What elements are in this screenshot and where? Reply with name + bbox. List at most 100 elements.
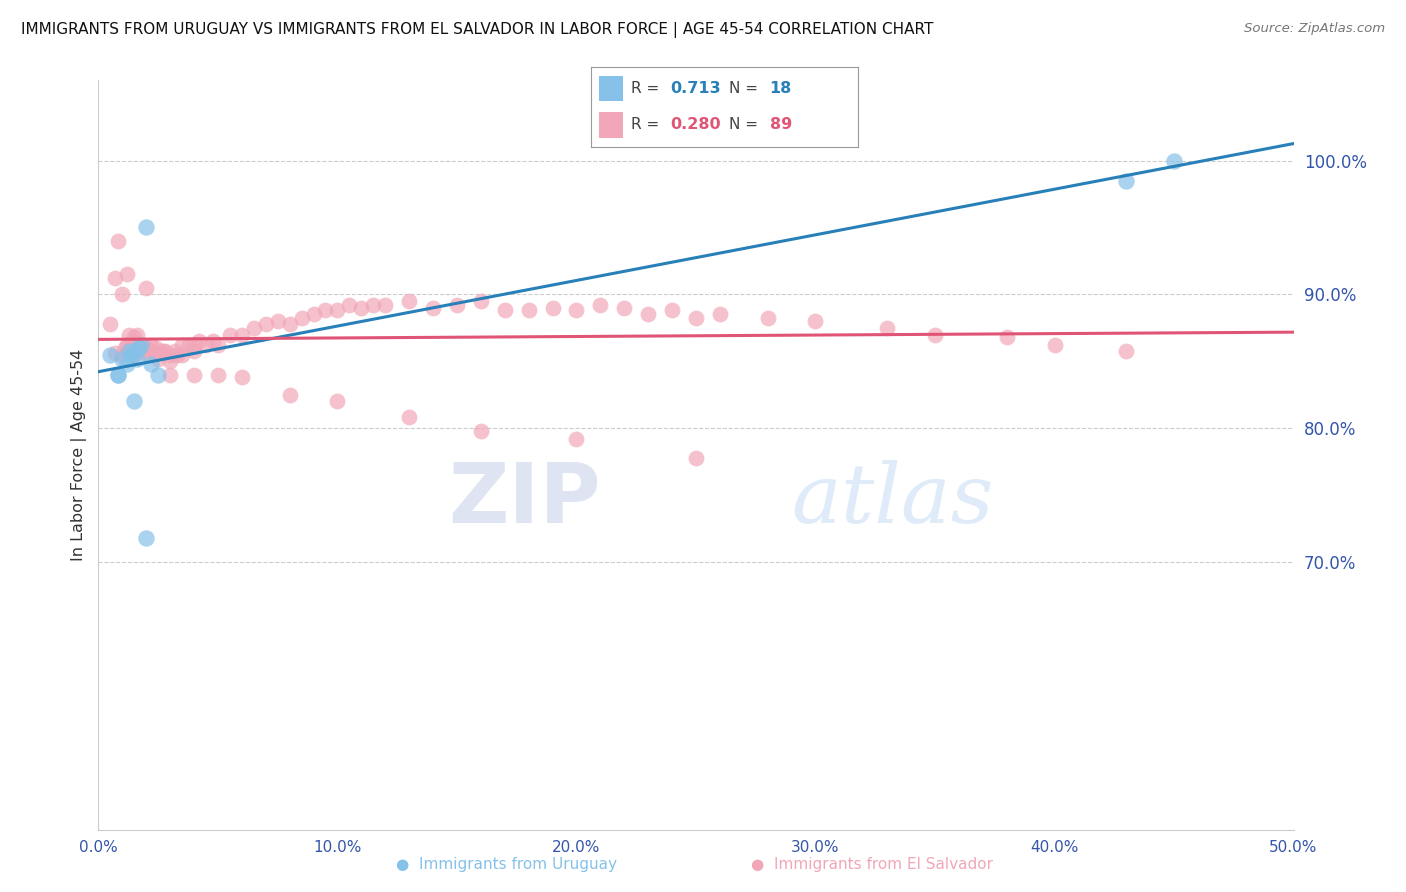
Point — [124, 343, 146, 358]
Point — [115, 268, 138, 282]
Point — [326, 303, 349, 318]
Point — [637, 307, 659, 321]
Point — [125, 343, 148, 358]
Point — [121, 338, 143, 352]
Point — [541, 301, 564, 315]
Point — [326, 394, 349, 409]
Point — [135, 346, 157, 360]
Point — [565, 303, 588, 318]
Point — [125, 327, 148, 342]
Point — [155, 343, 177, 358]
Text: N =: N = — [730, 117, 758, 132]
Point — [661, 303, 683, 318]
Point — [589, 298, 612, 312]
Point — [135, 341, 157, 355]
Point — [159, 354, 181, 368]
Point — [132, 338, 155, 352]
Text: ●  Immigrants from El Salvador: ● Immigrants from El Salvador — [751, 857, 993, 872]
Text: R =: R = — [630, 117, 659, 132]
Point — [876, 321, 898, 335]
Point — [1115, 173, 1137, 188]
Point — [107, 368, 129, 382]
Point — [135, 280, 157, 294]
Point — [398, 294, 420, 309]
Point — [118, 327, 141, 342]
Point — [124, 330, 146, 344]
Point — [166, 348, 188, 362]
Point — [98, 317, 122, 331]
Text: atlas: atlas — [792, 460, 994, 540]
Point — [494, 303, 516, 318]
Point — [398, 410, 420, 425]
Point — [685, 311, 707, 326]
Point — [107, 234, 129, 248]
Point — [924, 327, 946, 342]
Point — [302, 307, 325, 321]
Point — [163, 343, 186, 358]
Text: Source: ZipAtlas.com: Source: ZipAtlas.com — [1244, 22, 1385, 36]
Point — [121, 348, 143, 362]
Point — [135, 220, 157, 235]
Point — [124, 394, 146, 409]
Y-axis label: In Labor Force | Age 45-54: In Labor Force | Age 45-54 — [72, 349, 87, 561]
Point — [183, 343, 205, 358]
Point — [104, 346, 127, 360]
Point — [195, 338, 218, 352]
Text: 0.280: 0.280 — [671, 117, 721, 132]
Text: R =: R = — [630, 81, 659, 96]
Point — [128, 341, 150, 355]
Text: 89: 89 — [769, 117, 792, 132]
Point — [804, 314, 827, 328]
Point — [124, 348, 146, 362]
Point — [1043, 338, 1066, 352]
Point — [139, 338, 162, 352]
Point — [183, 338, 205, 352]
Point — [756, 311, 779, 326]
Point — [172, 338, 194, 352]
Point — [114, 341, 136, 355]
Point — [422, 301, 444, 315]
Point — [104, 271, 127, 285]
Point — [709, 307, 731, 321]
Point — [111, 348, 134, 362]
Point — [315, 303, 337, 318]
Point — [231, 327, 253, 342]
Point — [1115, 343, 1137, 358]
Point — [278, 317, 301, 331]
Point — [243, 321, 266, 335]
Point — [183, 368, 205, 382]
Point — [159, 348, 181, 362]
Point — [339, 298, 361, 312]
Point — [131, 341, 153, 355]
Text: 18: 18 — [769, 81, 792, 96]
Point — [125, 351, 148, 366]
Point — [148, 351, 170, 366]
Point — [149, 346, 172, 360]
Point — [350, 301, 373, 315]
Point — [207, 368, 229, 382]
Point — [118, 343, 141, 358]
Bar — [599, 112, 623, 137]
Point — [139, 357, 162, 371]
Point — [98, 348, 122, 362]
Text: ●  Immigrants from Uruguay: ● Immigrants from Uruguay — [395, 857, 617, 872]
Point — [1163, 153, 1185, 168]
Point — [118, 343, 141, 358]
Text: IMMIGRANTS FROM URUGUAY VS IMMIGRANTS FROM EL SALVADOR IN LABOR FORCE | AGE 45-5: IMMIGRANTS FROM URUGUAY VS IMMIGRANTS FR… — [21, 22, 934, 38]
Point — [179, 338, 201, 352]
Point — [374, 298, 396, 312]
Point — [207, 338, 229, 352]
Point — [995, 330, 1018, 344]
Point — [145, 341, 167, 355]
Point — [111, 287, 134, 301]
Point — [115, 338, 138, 352]
Point — [142, 343, 165, 358]
Point — [231, 370, 253, 384]
Point — [128, 338, 150, 352]
Text: N =: N = — [730, 81, 758, 96]
Point — [115, 357, 138, 371]
Point — [613, 301, 636, 315]
Text: 0.713: 0.713 — [671, 81, 721, 96]
Point — [363, 298, 385, 312]
Point — [152, 343, 174, 358]
